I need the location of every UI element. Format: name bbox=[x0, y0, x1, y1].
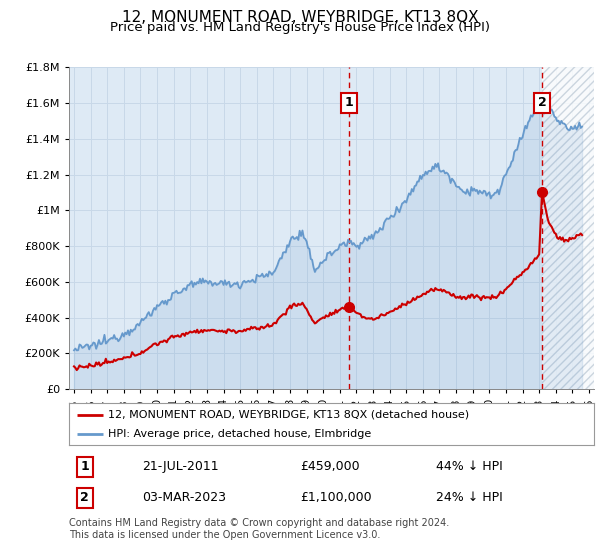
Text: 12, MONUMENT ROAD, WEYBRIDGE, KT13 8QX: 12, MONUMENT ROAD, WEYBRIDGE, KT13 8QX bbox=[122, 10, 478, 25]
Text: 21-JUL-2011: 21-JUL-2011 bbox=[143, 460, 219, 473]
Text: 1: 1 bbox=[80, 460, 89, 473]
Text: 12, MONUMENT ROAD, WEYBRIDGE, KT13 8QX (detached house): 12, MONUMENT ROAD, WEYBRIDGE, KT13 8QX (… bbox=[109, 409, 470, 419]
Text: £459,000: £459,000 bbox=[300, 460, 359, 473]
Text: 44% ↓ HPI: 44% ↓ HPI bbox=[437, 460, 503, 473]
Text: HPI: Average price, detached house, Elmbridge: HPI: Average price, detached house, Elmb… bbox=[109, 429, 371, 439]
Text: 03-MAR-2023: 03-MAR-2023 bbox=[143, 491, 227, 504]
Text: Contains HM Land Registry data © Crown copyright and database right 2024.
This d: Contains HM Land Registry data © Crown c… bbox=[69, 518, 449, 540]
Text: Price paid vs. HM Land Registry's House Price Index (HPI): Price paid vs. HM Land Registry's House … bbox=[110, 21, 490, 34]
Text: 2: 2 bbox=[538, 96, 547, 109]
Text: 2: 2 bbox=[80, 491, 89, 504]
Text: £1,100,000: £1,100,000 bbox=[300, 491, 371, 504]
Text: 1: 1 bbox=[344, 96, 353, 109]
Text: 24% ↓ HPI: 24% ↓ HPI bbox=[437, 491, 503, 504]
